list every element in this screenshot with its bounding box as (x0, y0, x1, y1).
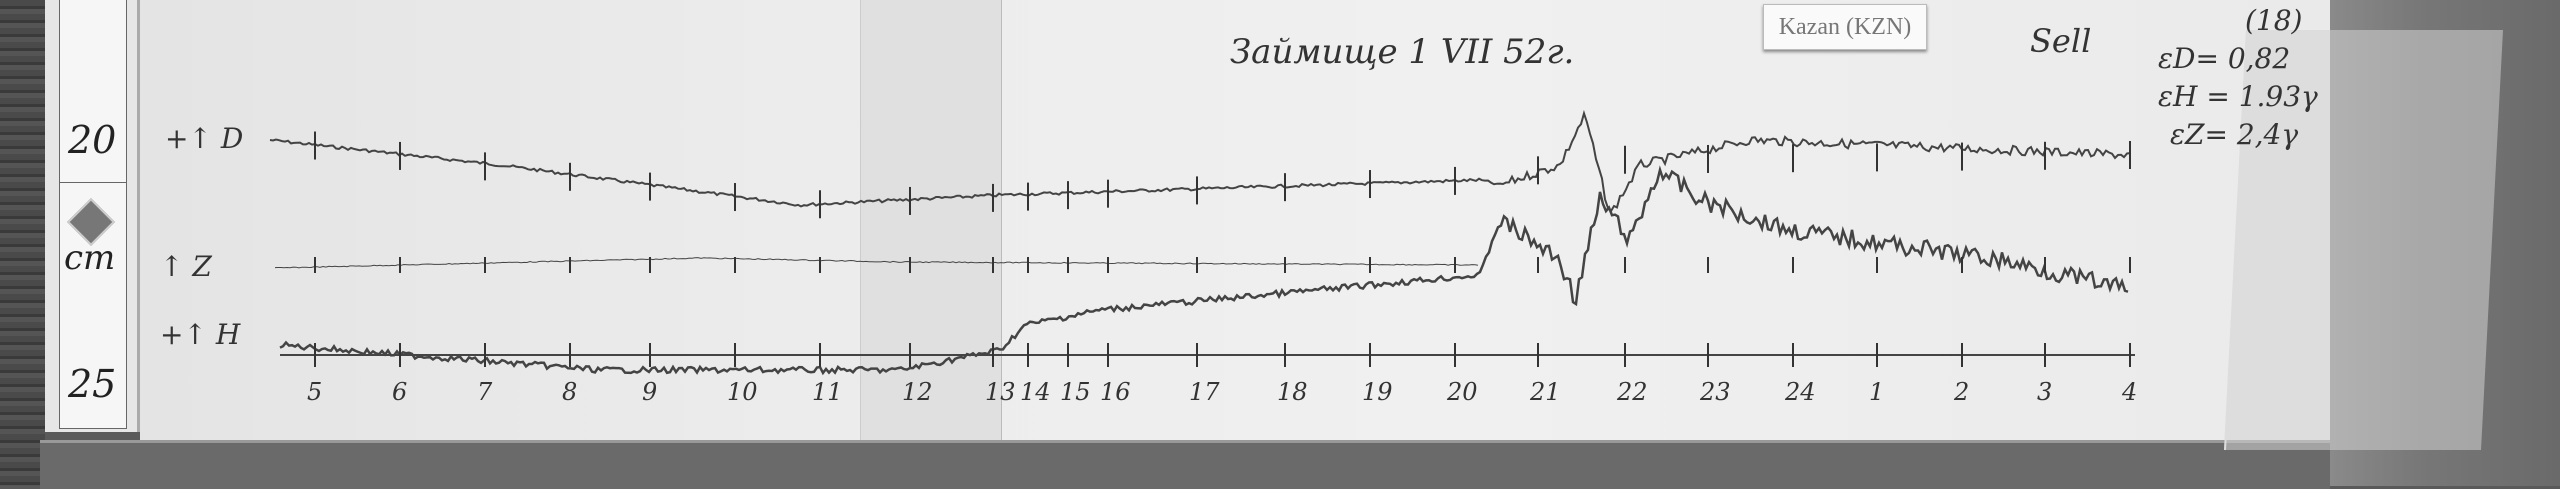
hour-label: 9 (642, 378, 658, 406)
hour-label: 12 (902, 378, 933, 406)
trace-label-h: +↑ H (160, 318, 241, 351)
trace-label-z: ↑ Z (160, 250, 212, 283)
hour-label: 3 (2037, 378, 2053, 406)
wood-background (0, 0, 45, 486)
magnetogram-paper (140, 0, 2335, 455)
hour-label: 20 (1447, 378, 1478, 406)
hour-label: 17 (1189, 378, 1220, 406)
hour-label: 11 (812, 378, 843, 406)
hour-label: 1 (1869, 378, 1885, 406)
hour-label: 24 (1785, 378, 1816, 406)
hour-label: 14 (1020, 378, 1051, 406)
trace-z (274, 257, 1479, 269)
hour-label: 18 (1277, 378, 1308, 406)
ruler-number-25: 25 (68, 362, 117, 406)
trace-h (279, 165, 2129, 376)
station-label: Kazan (KZN) (1763, 4, 1927, 50)
hour-label: 13 (985, 378, 1016, 406)
signature: Sell (2030, 22, 2092, 60)
hour-label: 22 (1617, 378, 1648, 406)
hour-label: 6 (392, 378, 408, 406)
trace-label-d: +↑ D (165, 122, 244, 155)
ruler-strip: 20 cm 25 (45, 0, 140, 432)
scale-value-h: εH = 1.93γ (2158, 80, 2318, 113)
hour-label: 2 (1954, 378, 1970, 406)
hour-label: 8 (562, 378, 578, 406)
ruler-number-20: 20 (68, 118, 117, 162)
trace-d (269, 109, 2131, 213)
hour-label: 19 (1362, 378, 1393, 406)
hour-label: 21 (1530, 378, 1561, 406)
hour-label: 23 (1700, 378, 1731, 406)
record-title: Займище 1 VII 52г. (1230, 32, 1575, 72)
ruler-unit: cm (64, 238, 116, 278)
hour-label: 10 (727, 378, 758, 406)
hour-label: 4 (2122, 378, 2138, 406)
scale-value-z: εZ= 2,4γ (2170, 118, 2299, 151)
scale-value-d: εD= 0,82 (2158, 42, 2291, 75)
ruler-divider (60, 182, 126, 183)
sheet-number: (18) (2245, 4, 2303, 37)
hour-label: 5 (307, 378, 323, 406)
hour-label: 16 (1100, 378, 1131, 406)
holder-frame (40, 440, 2330, 489)
hour-label: 15 (1060, 378, 1091, 406)
paper-fold (860, 0, 1002, 455)
hour-label: 7 (477, 378, 493, 406)
